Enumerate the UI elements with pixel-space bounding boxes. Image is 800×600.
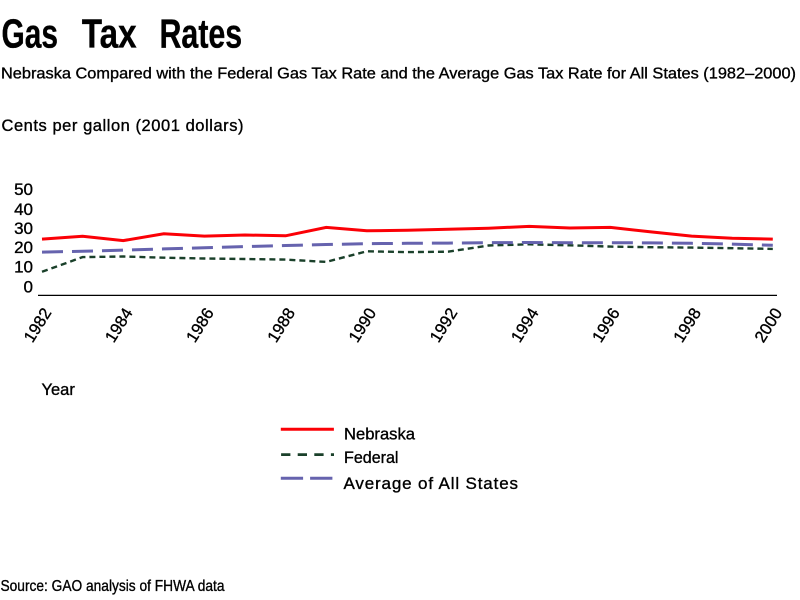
svg-text:Cents per gallon (2001 dollars: Cents per gallon (2001 dollars) bbox=[2, 117, 244, 135]
svg-text:Year: Year bbox=[42, 381, 76, 399]
svg-text:1996: 1996 bbox=[589, 305, 624, 346]
svg-text:1998: 1998 bbox=[670, 305, 705, 346]
svg-text:1984: 1984 bbox=[102, 305, 137, 346]
svg-text:Tax: Tax bbox=[82, 11, 137, 57]
svg-text:2000: 2000 bbox=[751, 305, 786, 346]
svg-text:1994: 1994 bbox=[508, 305, 543, 346]
svg-text:Source: GAO analysis of FHWA d: Source: GAO analysis of FHWA data bbox=[1, 578, 225, 595]
svg-text:50: 50 bbox=[14, 180, 33, 199]
svg-text:Gas: Gas bbox=[2, 11, 59, 57]
svg-text:1986: 1986 bbox=[183, 305, 218, 346]
svg-text:1982: 1982 bbox=[21, 305, 56, 346]
svg-text:40: 40 bbox=[14, 200, 33, 219]
svg-text:10: 10 bbox=[14, 257, 33, 276]
svg-text:30: 30 bbox=[14, 219, 33, 238]
svg-text:Average of All States: Average of All States bbox=[344, 474, 519, 493]
svg-text:1988: 1988 bbox=[264, 305, 299, 346]
svg-text:Federal: Federal bbox=[344, 448, 399, 467]
svg-text:Nebraska Compared with the Fed: Nebraska Compared with the Federal Gas T… bbox=[1, 66, 796, 83]
svg-text:20: 20 bbox=[14, 238, 33, 257]
svg-text:1992: 1992 bbox=[427, 305, 462, 346]
svg-text:0: 0 bbox=[24, 278, 33, 297]
svg-text:Rates: Rates bbox=[160, 11, 243, 57]
svg-text:Nebraska: Nebraska bbox=[344, 425, 416, 444]
svg-text:1990: 1990 bbox=[345, 305, 380, 346]
